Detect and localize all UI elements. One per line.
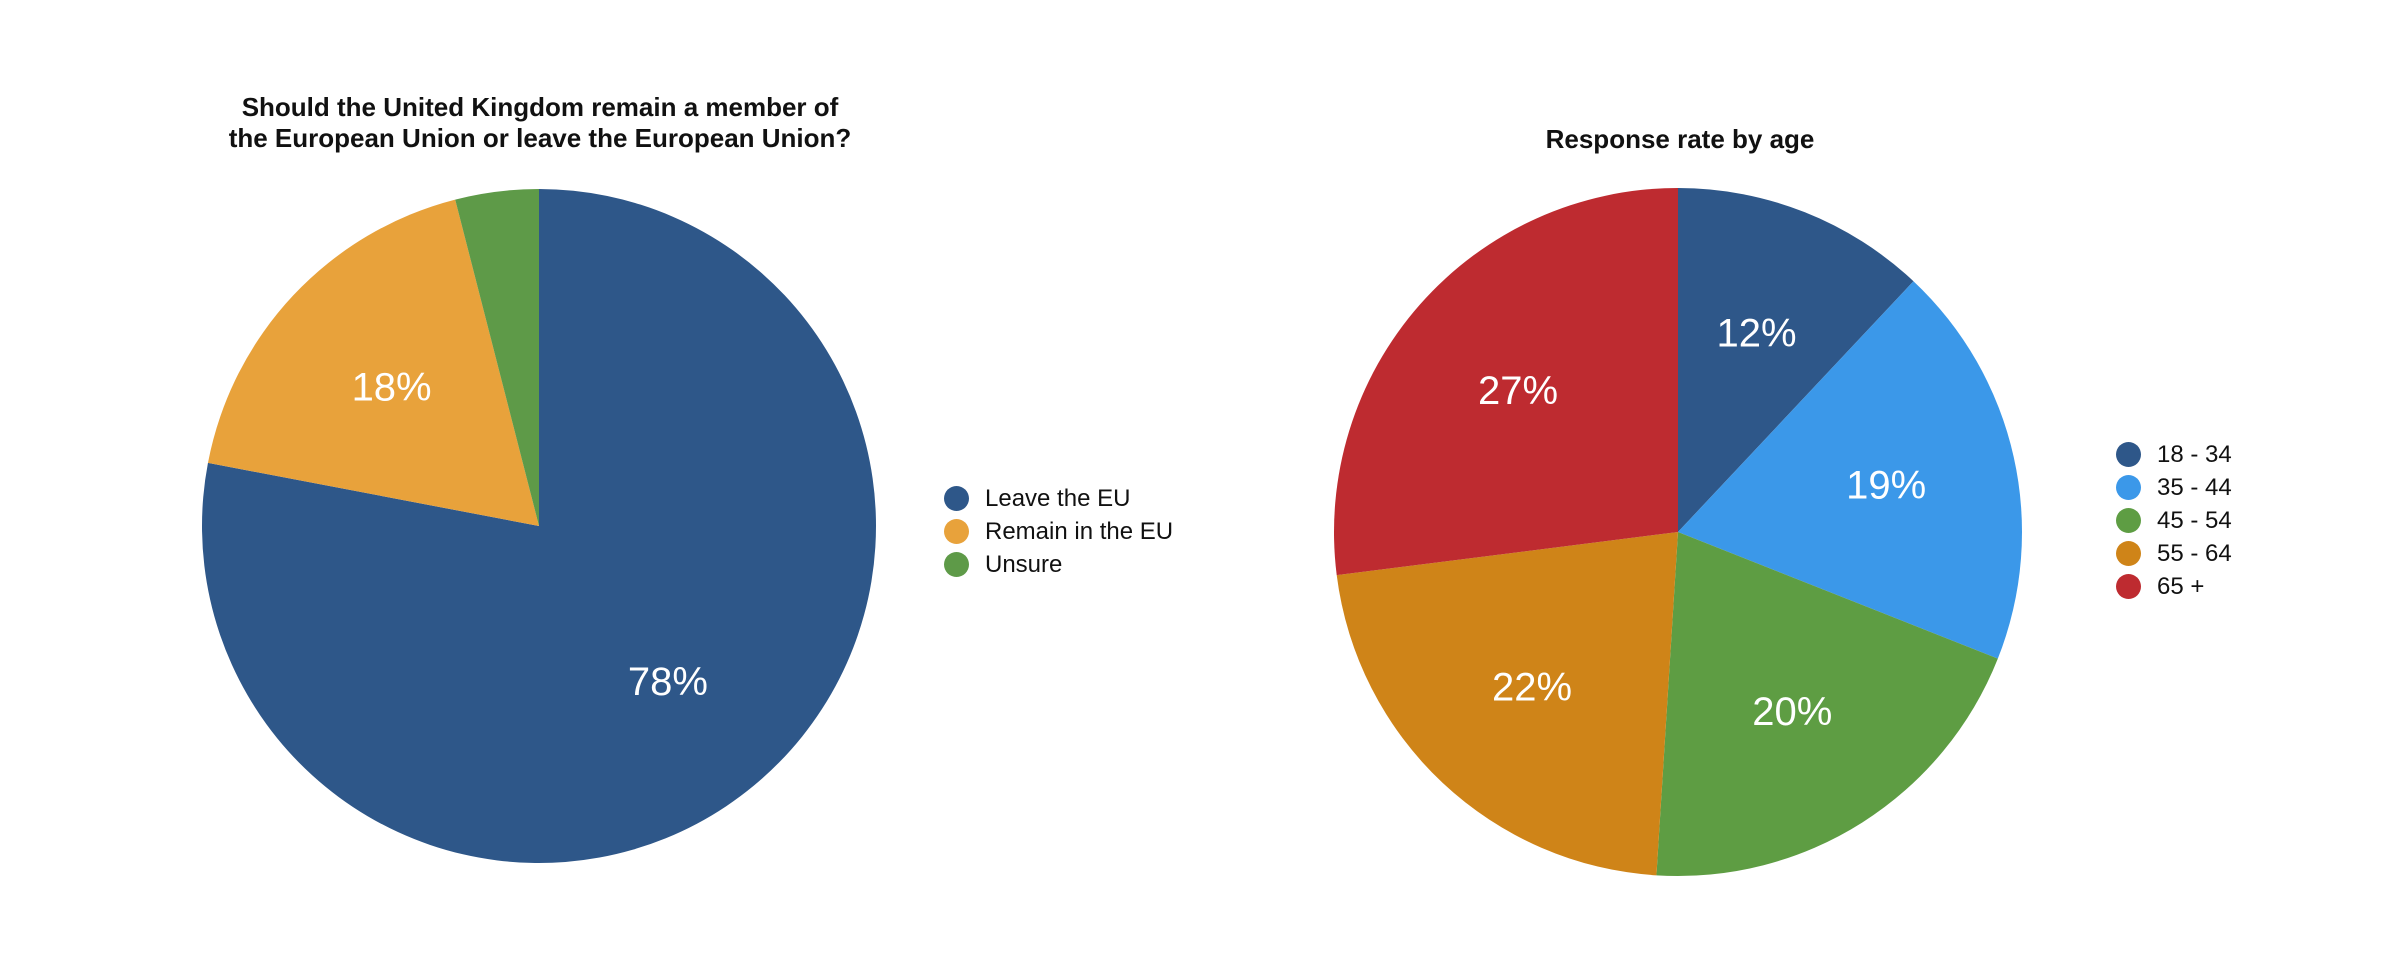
legend-label: Unsure — [985, 550, 1063, 578]
slice-label-18-34: 12% — [1716, 312, 1796, 356]
legend-label: 35 - 44 — [2157, 473, 2232, 501]
legend-item-65: 65 + — [2116, 570, 2232, 603]
legend-swatch — [2116, 475, 2141, 500]
slice-label-35-44: 19% — [1846, 463, 1926, 507]
legend-swatch — [944, 519, 969, 544]
chart-1-title: Should the United Kingdom remain a membe… — [228, 92, 852, 153]
legend-item-45-54: 45 - 54 — [2116, 504, 2232, 537]
pie-slice-45-54 — [1656, 532, 1998, 876]
pie-slice-unsure — [455, 189, 539, 526]
legend-swatch — [944, 486, 969, 511]
slice-label-65: 27% — [1478, 369, 1558, 413]
pie-slice-65 — [1334, 188, 1678, 576]
legend-swatch — [2116, 574, 2141, 599]
legend-label: 18 - 34 — [2157, 440, 2232, 468]
pie-chart-eu-membership: 78% 18% — [202, 189, 876, 863]
pie-slice-35-44 — [1678, 281, 2022, 659]
legend-item-35-44: 35 - 44 — [2116, 471, 2232, 504]
slice-label-55-64: 22% — [1492, 665, 1572, 709]
pie-chart-response-by-age: 12% 19% 20% 22% 27% — [1334, 188, 2022, 876]
legend-swatch — [2116, 541, 2141, 566]
chart-2-title: Response rate by age — [1545, 124, 1815, 154]
legend-label: 45 - 54 — [2157, 506, 2232, 534]
legend-item-unsure: Unsure — [944, 548, 1173, 581]
legend-item-remain-in-the-eu: Remain in the EU — [944, 515, 1173, 548]
legend-swatch — [2116, 508, 2141, 533]
slice-label-45-54: 20% — [1752, 690, 1832, 734]
legend-item-leave-the-eu: Leave the EU — [944, 482, 1173, 515]
legend-label: 55 - 64 — [2157, 539, 2232, 567]
legend-eu-membership: Leave the EU Remain in the EU Unsure — [944, 482, 1173, 581]
legend-label: Remain in the EU — [985, 517, 1174, 545]
legend-label: 65 + — [2157, 572, 2205, 600]
legend-label: Leave the EU — [985, 484, 1131, 512]
legend-swatch — [944, 552, 969, 577]
legend-swatch — [2116, 442, 2141, 467]
legend-item-55-64: 55 - 64 — [2116, 537, 2232, 570]
pie-slice-18-34 — [1678, 188, 1914, 532]
slice-label-leave-the-eu: 78% — [628, 660, 708, 704]
legend-response-by-age: 18 - 34 35 - 44 45 - 54 55 - 64 65 + — [2116, 438, 2232, 603]
pie-slice-55-64 — [1336, 532, 1678, 876]
pie-slice-remain-in-the-eu — [207, 199, 540, 527]
slice-label-remain-in-the-eu: 18% — [352, 366, 432, 410]
legend-item-18-34: 18 - 34 — [2116, 438, 2232, 471]
